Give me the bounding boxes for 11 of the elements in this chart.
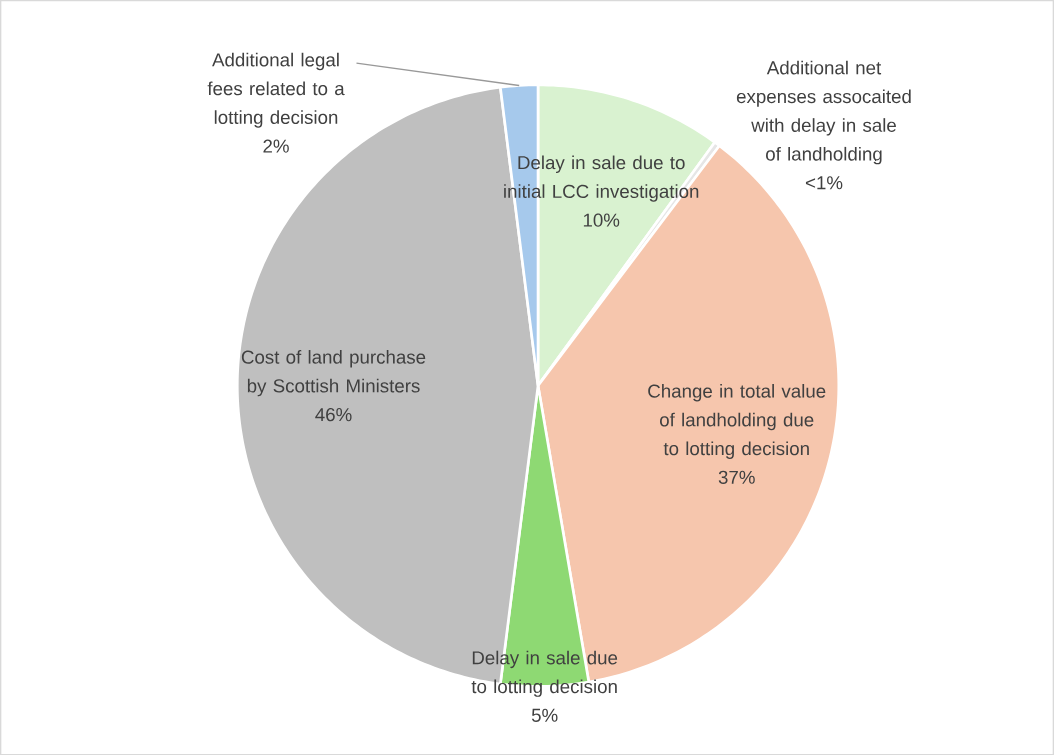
slice-label: Cost of land purchase by Scottish Ministers [241, 349, 426, 397]
slice-label: Additional legal fees related to a lotting decision [207, 52, 345, 128]
data-label: 37% [718, 470, 755, 484]
data-label: <1% [805, 176, 843, 190]
data-label: 46% [315, 407, 352, 422]
data-label: 2% [263, 139, 289, 153]
data-label: 10% [583, 213, 620, 227]
slice-label: Delay in sale due to initial LCC investigation [504, 155, 699, 202]
data-label: 5% [531, 708, 558, 722]
slice-label: Additional net expenses assocaited with delay in sale of landholding [736, 60, 911, 165]
slice-label: Change in total value of landholding due to lotting decision [648, 383, 826, 459]
